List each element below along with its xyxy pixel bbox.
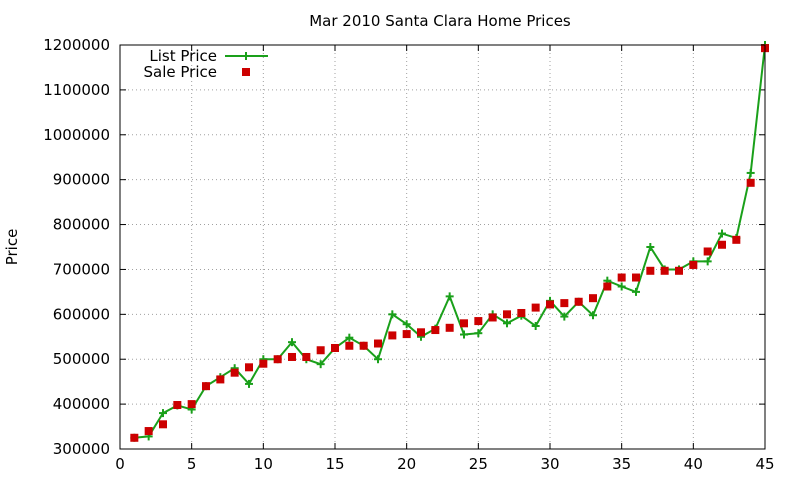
sale-price-point	[574, 297, 583, 306]
sale-price-point	[230, 368, 239, 377]
y-tick-label: 1100000	[43, 81, 110, 99]
list-price-point	[374, 355, 382, 364]
list-price-point	[589, 311, 597, 320]
sale-price-point	[402, 330, 411, 339]
x-tick-label: 0	[115, 455, 125, 473]
y-tick-label: 1200000	[43, 36, 110, 54]
y-tick-label: 300000	[53, 440, 110, 458]
y-axis-label: Price	[3, 229, 21, 266]
sale-price-point	[216, 375, 225, 384]
sale-price-point	[746, 178, 755, 187]
list-price-point	[316, 360, 325, 369]
list-price-point	[646, 243, 655, 251]
y-tick-label: 500000	[53, 350, 110, 368]
sale-price-point	[331, 344, 339, 352]
list-price-point	[388, 310, 397, 319]
sale-price-point	[718, 240, 726, 249]
legend-list-price-marker	[242, 52, 250, 60]
y-tick-label: 400000	[53, 395, 110, 413]
x-tick-label: 15	[325, 455, 344, 473]
x-tick-label: 5	[187, 455, 197, 473]
sale-price-point	[345, 341, 354, 350]
list-price-point	[718, 229, 726, 238]
sale-price-point	[732, 235, 741, 244]
sale-price-point	[202, 382, 210, 391]
plot-frame	[119, 44, 766, 450]
sale-price-point	[488, 313, 497, 322]
sale-price-point	[388, 331, 397, 340]
y-tick-label: 900000	[53, 171, 110, 189]
sale-price-point	[675, 266, 683, 275]
list-price-point	[746, 168, 755, 177]
sale-price-point	[302, 352, 311, 361]
sale-price-point	[417, 328, 425, 337]
sale-price-point	[316, 346, 325, 355]
legend-list-price-label: List Price	[149, 47, 217, 65]
list-price-point	[703, 257, 712, 266]
sale-price-point	[259, 359, 268, 368]
list-price-point	[460, 330, 468, 339]
list-price-point	[632, 287, 640, 296]
sale-price-point	[660, 266, 669, 275]
sale-price-point	[173, 401, 182, 410]
sale-price-point	[273, 355, 282, 364]
sale-price-point	[359, 341, 368, 350]
x-tick-label: 30	[540, 455, 559, 473]
sale-price-point	[517, 308, 526, 317]
list-price-point	[531, 322, 540, 331]
x-tick-label: 25	[469, 455, 488, 473]
sale-price-point	[617, 273, 626, 282]
y-tick-label: 800000	[53, 216, 110, 234]
legend-sale-price-marker	[242, 68, 250, 76]
x-tick-label: 45	[755, 455, 774, 473]
list-price-point	[445, 292, 454, 301]
chart-title: Mar 2010 Santa Clara Home Prices	[309, 12, 571, 30]
sale-price-point	[603, 282, 612, 291]
x-tick-label: 20	[397, 455, 416, 473]
list-price-line	[134, 44, 766, 439]
sale-price-point	[130, 433, 139, 442]
legend-sale-price-label: Sale Price	[144, 63, 217, 81]
list-price-point	[245, 379, 253, 388]
y-tick-label: 600000	[53, 305, 110, 323]
list-price-point	[402, 320, 411, 329]
sale-price-point	[144, 427, 153, 436]
sale-price-point	[288, 352, 296, 361]
sale-price-point	[632, 273, 640, 282]
x-tick-label: 40	[684, 455, 703, 473]
sale-price-point	[503, 310, 511, 319]
sale-price-point	[431, 326, 440, 335]
list-price-point	[503, 319, 511, 328]
sale-price-point	[531, 303, 540, 312]
list-price-point	[159, 409, 167, 418]
grid-layer	[120, 45, 765, 449]
x-tick-label: 10	[254, 455, 273, 473]
sale-price-point	[474, 317, 483, 326]
sale-price-point	[689, 260, 698, 269]
list-price-point	[345, 333, 354, 342]
list-price-point	[474, 329, 483, 338]
list-price-point	[560, 312, 569, 321]
sale-price-point	[646, 266, 655, 275]
y-tick-label: 1000000	[43, 126, 110, 144]
sale-price-point	[159, 420, 167, 429]
sale-price-point	[445, 323, 454, 332]
x-tick-label: 35	[612, 455, 631, 473]
sale-price-point	[546, 300, 554, 309]
list-price-point	[617, 282, 626, 291]
list-price-point	[288, 338, 296, 347]
series-layer	[130, 41, 769, 442]
sale-price-point	[374, 339, 382, 348]
sale-price-point	[560, 299, 569, 308]
sale-price-point	[703, 247, 712, 256]
axis-ticks: 0 5 10 15 20 25 30 35 40 45 300000 400000 500000 6000…	[43, 36, 774, 473]
sale-price-point	[589, 294, 597, 303]
sale-price-point	[460, 319, 468, 328]
sale-price-point	[245, 363, 253, 372]
sale-price-point	[187, 400, 196, 409]
y-tick-label: 700000	[53, 260, 110, 278]
